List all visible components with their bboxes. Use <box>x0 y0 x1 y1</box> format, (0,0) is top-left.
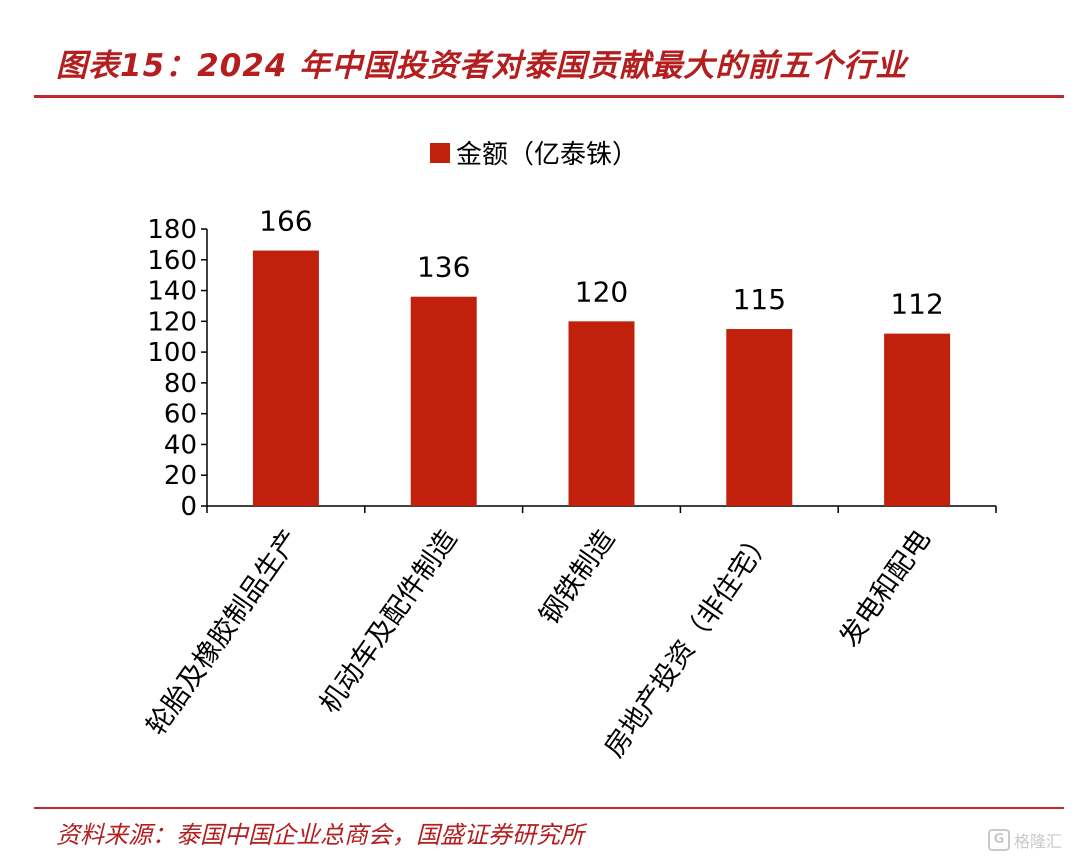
title-rule <box>34 95 1064 98</box>
category-label: 钢铁制造 <box>534 524 621 630</box>
y-tick-label: 60 <box>164 400 197 430</box>
bars <box>252 250 951 506</box>
bar <box>884 333 951 506</box>
footer-rule <box>34 807 1064 809</box>
legend-swatch <box>430 143 450 163</box>
category-label: 发电和配电 <box>834 524 937 652</box>
source-note: 资料来源：泰国中国企业总商会，国盛证券研究所 <box>56 821 584 849</box>
bar <box>726 329 793 506</box>
y-tick-label: 80 <box>164 369 197 399</box>
bar <box>568 321 635 506</box>
watermark-logo-icon: G <box>987 829 1010 851</box>
y-tick-label: 100 <box>147 338 197 368</box>
y-tick-label: 0 <box>180 492 197 522</box>
legend: 金额（亿泰铢） <box>430 140 638 170</box>
category-label: 轮胎及橡胶制品生产 <box>141 524 306 741</box>
category-label: 房地产投资（非住宅） <box>599 524 779 763</box>
chart-title: 图表15：2024 年中国投资者对泰国贡献最大的前五个行业 <box>56 48 908 84</box>
x-axis <box>206 505 997 513</box>
y-tick-label: 140 <box>147 277 197 307</box>
bar <box>252 250 319 506</box>
bar-value-label: 115 <box>733 283 786 316</box>
data-labels: 166 136 120 115 112 <box>259 205 944 321</box>
y-tick-label: 20 <box>164 461 197 491</box>
watermark: G 格隆汇 <box>987 828 1062 852</box>
bar-value-label: 136 <box>417 251 470 284</box>
bar <box>410 296 477 506</box>
y-tick-label: 180 <box>147 215 197 245</box>
bar-value-label: 120 <box>575 275 628 308</box>
bar-value-label: 166 <box>259 205 312 238</box>
bar-value-label: 112 <box>890 288 943 321</box>
watermark-text: 格隆汇 <box>1013 832 1062 851</box>
category-label: 机动车及配件制造 <box>314 524 463 719</box>
y-tick-label: 160 <box>147 246 197 276</box>
y-tick-label: 40 <box>164 430 197 460</box>
legend-label: 金额（亿泰铢） <box>456 140 638 170</box>
y-tick-label: 120 <box>147 307 197 337</box>
